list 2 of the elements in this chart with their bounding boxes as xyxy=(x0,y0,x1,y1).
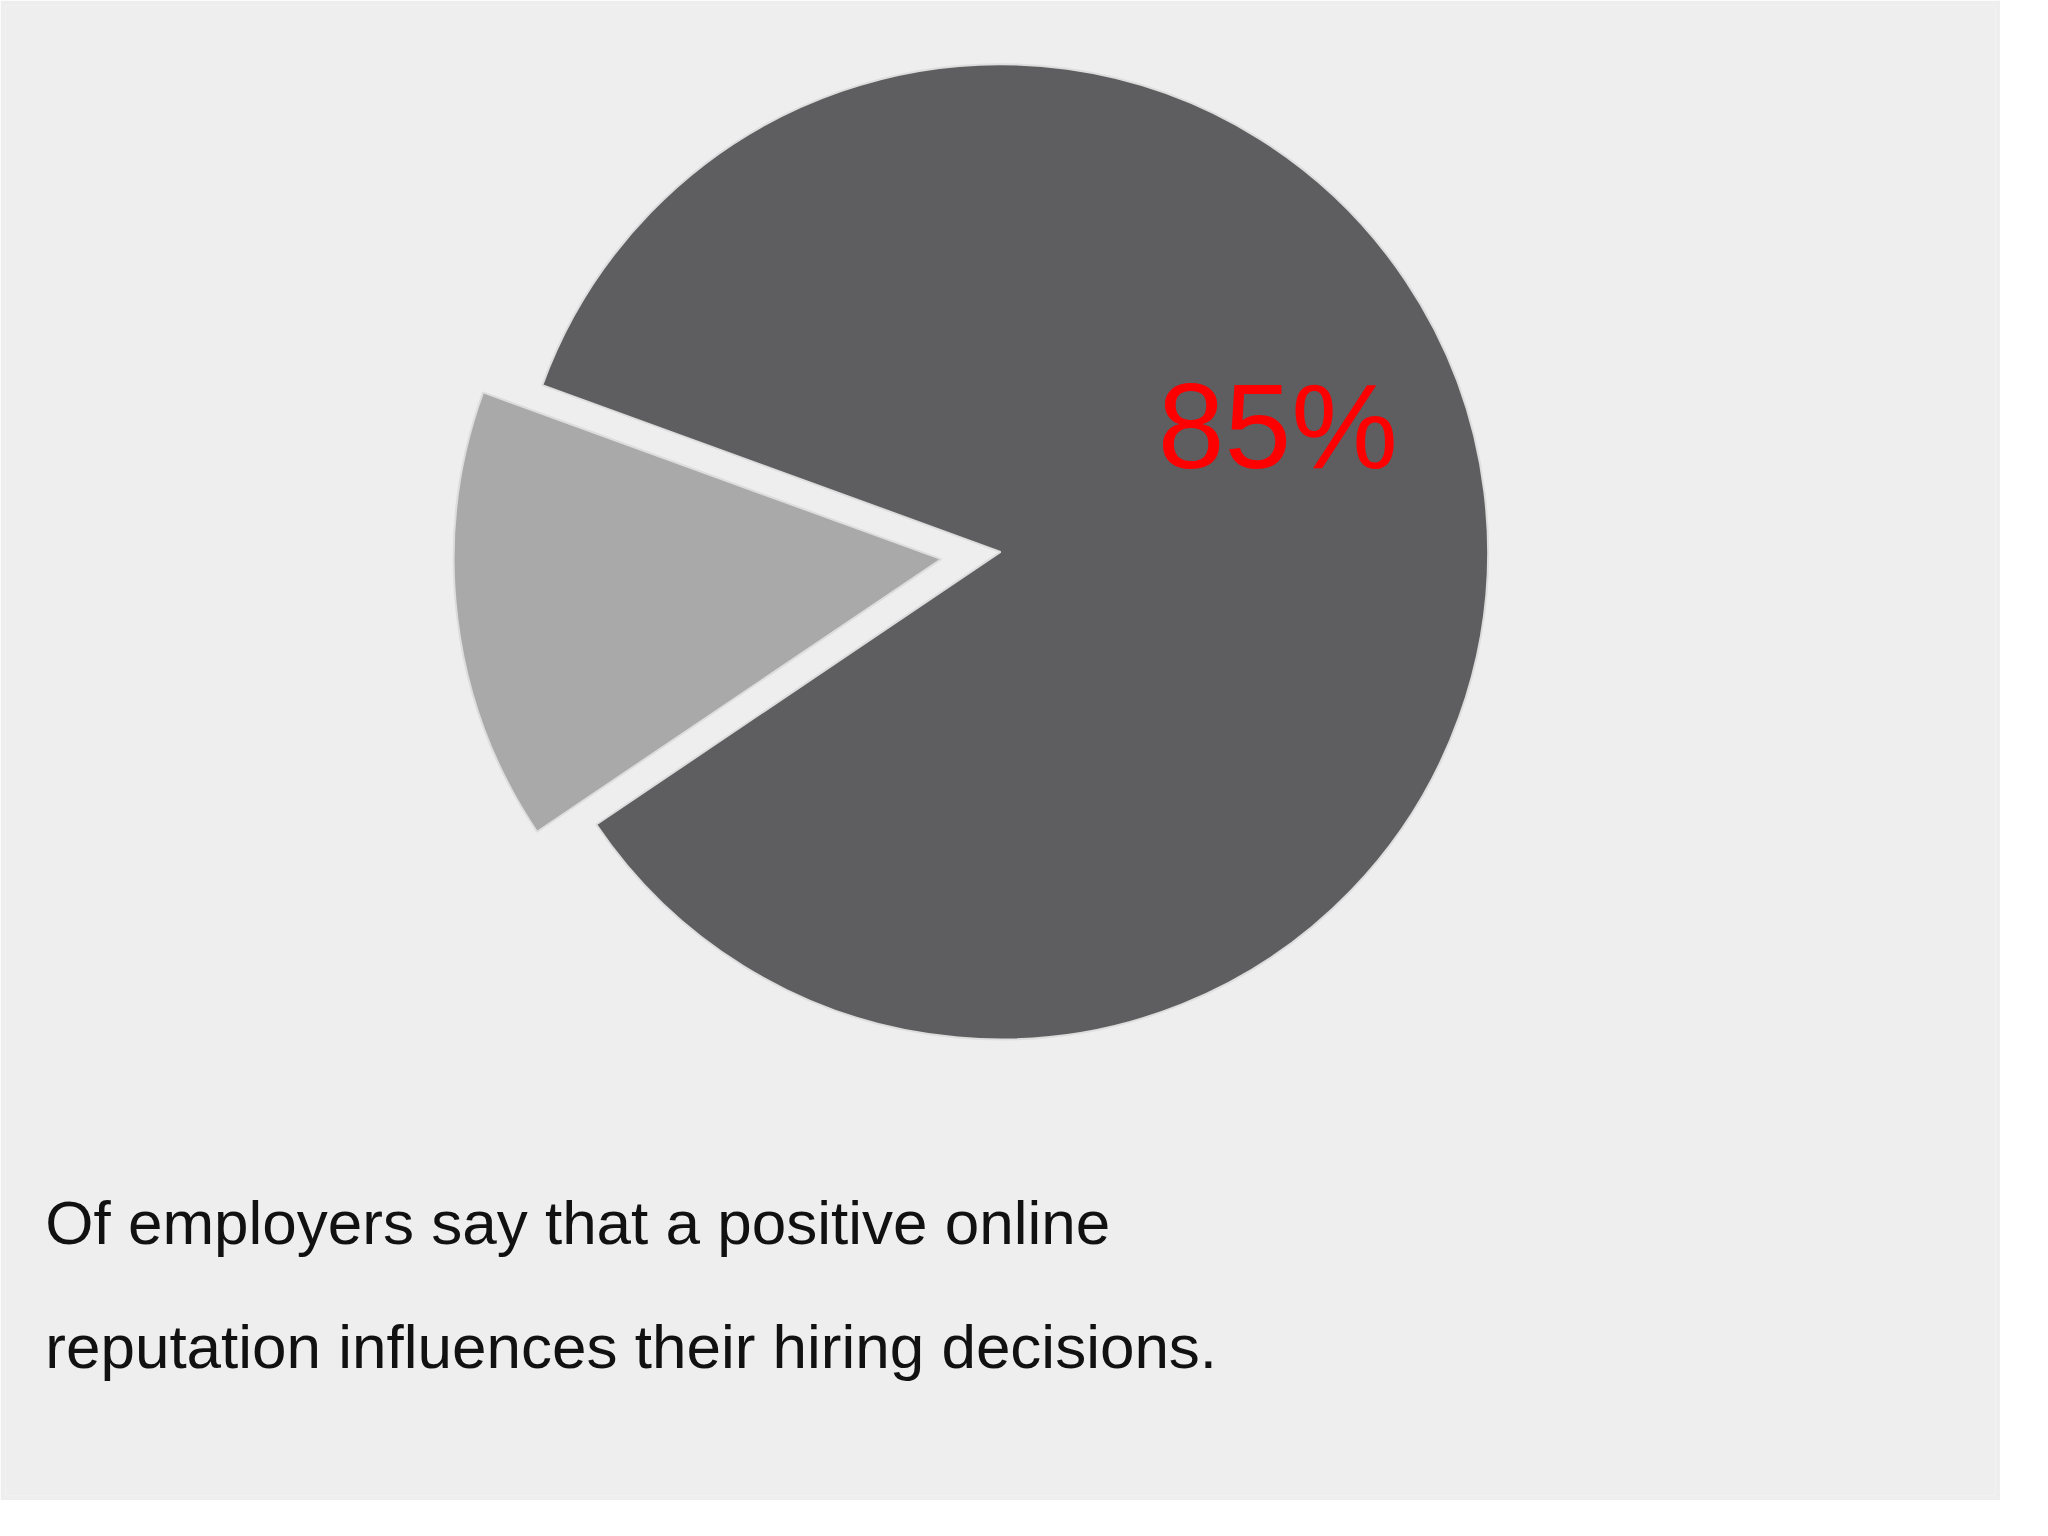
text: Of employers say that a positive online reputation influences their hiring decisions. xyxy=(45,1187,1218,1381)
data-label: 85% xyxy=(1157,358,1399,493)
